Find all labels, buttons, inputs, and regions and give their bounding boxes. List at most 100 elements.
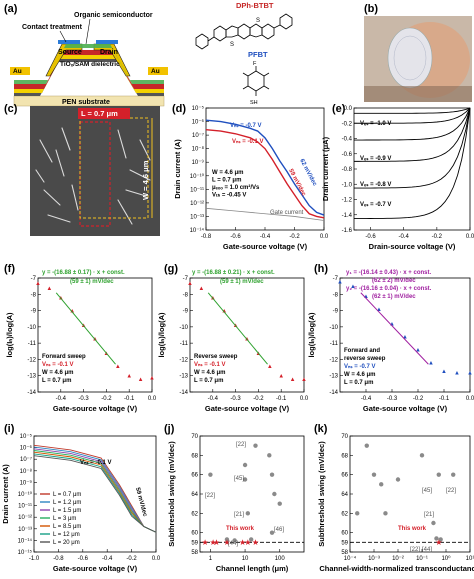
- annotation-vds-low: Vₙₛ = -0.1 V: [232, 139, 263, 145]
- y-tick-label: 68: [191, 453, 198, 459]
- series-line-2: [205, 207, 325, 221]
- label-gate: Ti gate: [76, 75, 99, 82]
- data-point: ▲: [337, 279, 343, 285]
- y-tick-label: 10⁻¹¹: [18, 504, 32, 510]
- reference-label: [21]: [424, 512, 434, 518]
- x-tick-label: -0.4: [102, 556, 113, 562]
- literature-point: [248, 537, 254, 542]
- x-tick-label: -0.2: [413, 396, 424, 402]
- data-point: ▲: [138, 377, 144, 383]
- data-point: ▲: [35, 281, 41, 287]
- y-axis-title: Drain current (μA): [321, 136, 330, 201]
- y-tick-label: 10⁻⁵: [192, 105, 205, 112]
- note-line: Vₙₛ = -0.7 V: [344, 364, 375, 370]
- output-curve-3: [353, 107, 471, 141]
- x-tick-label: -0.8: [201, 234, 212, 240]
- this-work-label: This work: [398, 526, 427, 532]
- data-point: ▲: [389, 322, 395, 328]
- note-line: Forward and: [344, 348, 380, 354]
- chart-forward-reverse-sweep: Gate-source voltage (V) log(Iₙ)/log(A) -0.…: [307, 270, 474, 413]
- x-tick-label: -0.2: [126, 556, 137, 562]
- output-curve-5: [353, 107, 471, 114]
- fit-equation-1: y₁ = -(16.14 ± 0.43) · x + const.: [346, 270, 431, 276]
- chart-ss-vs-transconductance: Channel-width-normalized transconductanc…: [317, 434, 474, 573]
- reference-label: [45]: [234, 476, 244, 482]
- x-tick-label: -0.2: [432, 234, 443, 240]
- curve-label: Vₑₛ = -0.7 V: [360, 202, 391, 208]
- y-tick-label: 64: [191, 492, 198, 498]
- y-tick-label: 10⁻⁸: [20, 468, 33, 475]
- y-tick-label: 0.0: [344, 106, 353, 112]
- literature-point: [267, 453, 272, 458]
- x-tick-label: 100: [275, 556, 286, 562]
- legend-entry: L = 20 μm: [53, 540, 80, 546]
- literature-point: [379, 482, 384, 487]
- ss-value-1: (62 ± 2) mV/dec: [372, 278, 416, 284]
- y-tick-label: -13: [179, 374, 188, 380]
- panel-label-c: (c): [4, 103, 18, 115]
- label-sh: SH: [250, 100, 258, 106]
- y-tick-label: -8: [183, 292, 189, 298]
- y-tick-label: -11: [28, 341, 37, 347]
- panel-label-a: (a): [4, 3, 18, 15]
- y-tick-label: -12: [27, 357, 36, 363]
- x-tick-label: 10¹: [466, 556, 474, 562]
- literature-point: [242, 477, 248, 482]
- y-tick-label: 59: [341, 540, 348, 546]
- curve-label: Vₑₛ = -1.0 V: [360, 121, 391, 127]
- output-curve-4: [353, 107, 471, 124]
- x-tick-label: -0.3: [78, 396, 89, 402]
- x-tick-label: 1: [209, 556, 213, 562]
- literature-point: [395, 477, 401, 482]
- y-tick-label: -7: [31, 276, 37, 282]
- chart-transfer: Gate-source voltage (V) Drain current (A)…: [173, 105, 329, 251]
- y-tick-label: -10: [329, 325, 338, 331]
- reference-label: [21]: [234, 512, 244, 518]
- data-point: ▲: [376, 307, 382, 313]
- data-point: ▲: [126, 374, 132, 380]
- y-tick-label: -11: [180, 341, 189, 347]
- au-pad-left: [10, 67, 30, 75]
- sem-crystals: [35, 127, 151, 225]
- fit-line: [207, 292, 268, 365]
- data-point: ▲: [428, 361, 434, 367]
- chart-ss-vs-length: Channel length (μm) Subthreshold swing (m…: [167, 434, 305, 573]
- y-tick-label: -0.6: [342, 152, 353, 158]
- y-tick-label: -14: [329, 390, 338, 396]
- this-work-point: ★: [223, 538, 230, 547]
- y-axis-title: log(Iₙ)/log(A): [307, 312, 316, 358]
- y-tick-label: 62: [341, 511, 348, 517]
- reference-label: [45]: [422, 488, 432, 494]
- y-tick-label: 66: [191, 473, 198, 479]
- y-tick-label: -0.8: [342, 167, 353, 173]
- data-point: ▲: [278, 374, 284, 380]
- label-substrate: PEN substrate: [62, 99, 110, 106]
- x-tick-label: -0.8: [53, 556, 64, 562]
- y-tick-label: 10⁻¹⁰: [190, 173, 205, 180]
- y-tick-label: 10⁻¹³: [190, 214, 204, 220]
- label-dph-btbt: DPh-BTBT: [236, 1, 274, 10]
- reference-label: [22]: [236, 442, 246, 448]
- data-point: ▲: [290, 377, 296, 383]
- panel-label-e: (e): [332, 103, 346, 115]
- note-line: Reverse sweep: [194, 354, 238, 360]
- label-au-left: Au: [13, 68, 22, 75]
- data-point: ▲: [415, 348, 421, 354]
- x-axis-title: Channel length (μm): [216, 564, 289, 573]
- note-line: Vₙₛ = -0.1 V: [42, 362, 73, 368]
- fit-equation: y = -(16.88 ± 0.21) · x + const.: [192, 270, 275, 276]
- contact-treatment-layer: [58, 40, 80, 44]
- label-source: Source: [58, 49, 82, 56]
- note-line: L = 0.7 μm: [344, 380, 373, 386]
- note-line: L = 0.7 μm: [194, 378, 223, 384]
- y-tick-label: 10⁻¹³: [18, 527, 32, 533]
- data-point: ▲: [267, 364, 273, 370]
- dph-btbt-structure: [195, 13, 293, 50]
- x-tick-label: -0.2: [289, 234, 300, 240]
- y-tick-label: -11: [330, 341, 339, 347]
- y-tick-label: 58: [341, 550, 348, 556]
- y-tick-label: -1.2: [342, 198, 353, 204]
- x-tick-label: -0.4: [208, 396, 219, 402]
- x-axis-title: Gate-source voltage (V): [205, 404, 290, 413]
- y-tick-label: -9: [31, 309, 37, 315]
